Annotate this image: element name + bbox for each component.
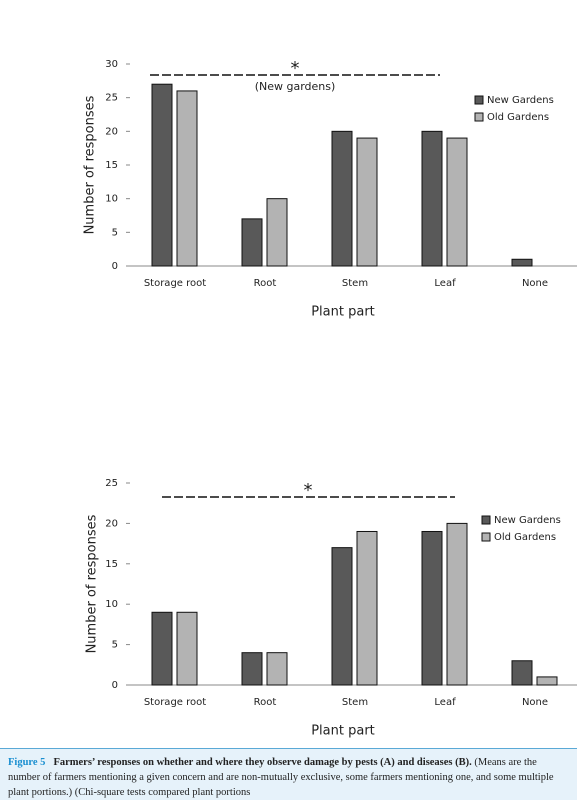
x-tick-label: Leaf: [434, 697, 456, 708]
y-tick-label: 10: [105, 194, 118, 205]
x-tick-label: Stem: [342, 697, 368, 708]
bar: [266, 198, 288, 267]
y-axis-title: Number of responses: [83, 95, 98, 234]
x-tick-label: Root: [254, 278, 277, 289]
legend-label: New Gardens: [487, 95, 554, 106]
bar: [511, 660, 533, 686]
bar: [176, 611, 198, 686]
y-tick-label: 0: [112, 680, 118, 691]
x-tick-label: Storage root: [144, 278, 206, 289]
y-tick-label: 10: [105, 599, 118, 610]
annotation: *: [304, 480, 313, 501]
y-tick-label: 15: [105, 559, 118, 570]
x-tick-label: None: [522, 278, 548, 289]
x-tick-label: Leaf: [434, 278, 456, 289]
caption-text: (Means are the number of farmers mention…: [8, 757, 554, 798]
y-tick-label: 0: [112, 261, 118, 272]
y-tick-label: 25: [105, 478, 118, 489]
y-axis-title: Number of responses: [85, 514, 100, 653]
bar: [421, 130, 443, 267]
y-tick-label: 15: [105, 160, 118, 171]
y-tick-label: 25: [105, 93, 118, 104]
y-tick-label: 30: [105, 59, 118, 70]
y-tick-label: 20: [105, 126, 118, 137]
y-tick-label: 20: [105, 518, 118, 529]
bar: [151, 83, 173, 267]
bar: [446, 522, 468, 686]
legend-swatch: [481, 532, 491, 542]
legend-label: Old Gardens: [494, 532, 556, 543]
caption: Figure 5 Farmers’ responses on whether an…: [0, 748, 577, 800]
legend-label: Old Gardens: [487, 112, 549, 123]
bar: [331, 130, 353, 267]
caption-title: Farmers’ responses on whether and where …: [53, 757, 472, 768]
caption-label: Figure 5: [8, 757, 46, 768]
annotation-note: (New gardens): [255, 80, 336, 93]
x-tick-label: None: [522, 697, 548, 708]
bar: [421, 530, 443, 686]
x-axis-title: Plant part: [311, 724, 375, 739]
legend-swatch: [474, 112, 484, 122]
figure: 0 5 10 15 20 25 30 Storage root Root Stem Leaf None…: [83, 58, 577, 739]
bar: [151, 611, 173, 686]
bar: [356, 530, 378, 686]
x-tick-label: Root: [254, 697, 277, 708]
bar: [356, 137, 378, 267]
x-axis-title: Plant part: [311, 305, 375, 320]
y-tick-label: 5: [112, 640, 118, 651]
bar: [536, 676, 558, 686]
bar: [241, 652, 263, 686]
bar: [176, 90, 198, 267]
y-tick-label: 5: [112, 227, 118, 238]
bar: [266, 652, 288, 686]
legend-swatch: [474, 95, 484, 105]
x-tick-label: Storage root: [144, 697, 206, 708]
bar: [446, 137, 468, 267]
bar: [241, 218, 263, 267]
x-tick-label: Stem: [342, 278, 368, 289]
bar: [511, 258, 533, 267]
annotation: *: [291, 58, 300, 79]
bar: [331, 547, 353, 686]
legend-swatch: [481, 515, 491, 525]
legend-label: New Gardens: [494, 515, 561, 526]
